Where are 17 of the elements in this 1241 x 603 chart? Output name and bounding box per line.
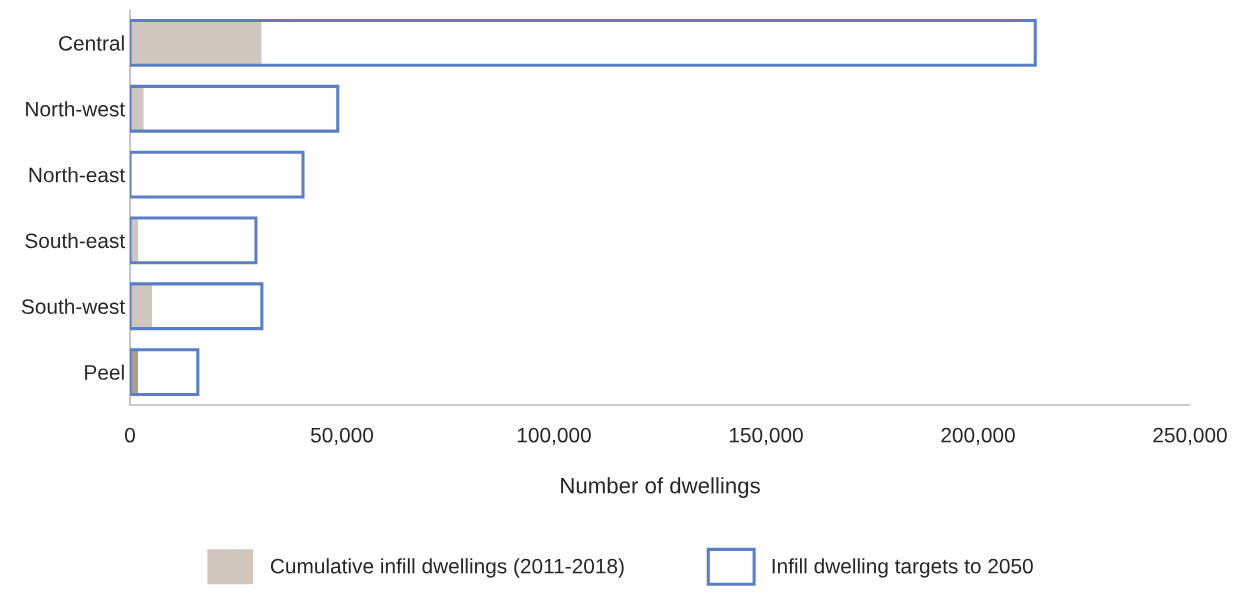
bar xyxy=(130,21,262,64)
x-tick-label: 100,000 xyxy=(517,427,591,445)
y-tick-label: North-east xyxy=(29,167,125,183)
legend-label: Cumulative infill dwellings (2011-2018) xyxy=(270,558,624,578)
legend-label: Infill dwelling targets to 2050 xyxy=(772,558,1033,578)
x-tick-label: 250,000 xyxy=(1153,427,1227,445)
y-tick-label: North-west xyxy=(26,101,125,117)
x-tick-label: 50,000 xyxy=(310,427,374,445)
y-tick-label: Central xyxy=(59,35,124,51)
y-tick-label: Peel xyxy=(85,364,124,380)
x-tick-label: 0 xyxy=(125,427,135,443)
x-tick-label: 150,000 xyxy=(729,427,803,445)
y-tick-label: South-east xyxy=(25,232,125,249)
x-axis-title: Number of dwellings xyxy=(561,477,760,498)
y-tick-label: South-west xyxy=(21,298,125,314)
x-tick-label: 200,000 xyxy=(941,427,1015,445)
bar xyxy=(130,285,153,328)
